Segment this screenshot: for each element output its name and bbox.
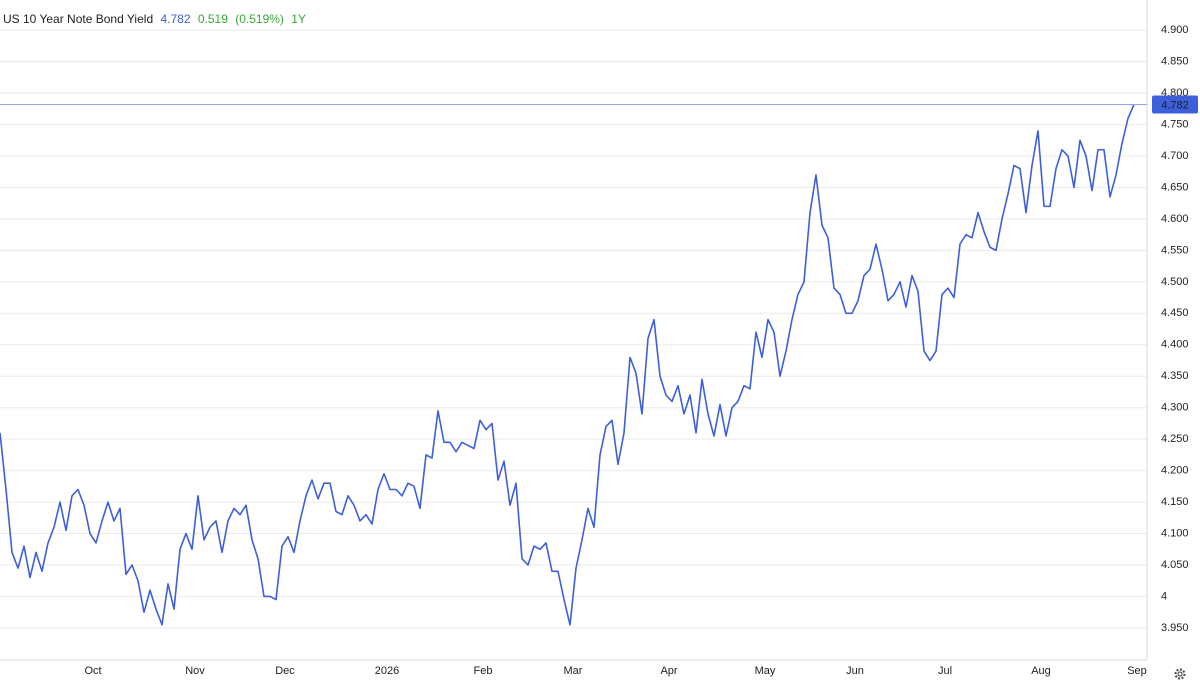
price-line bbox=[0, 104, 1135, 626]
x-tick-label: Mar bbox=[564, 665, 583, 677]
grid bbox=[0, 29, 1147, 629]
x-tick-label: 2026 bbox=[375, 665, 399, 677]
y-tick-label: 4.650 bbox=[1161, 181, 1189, 193]
y-tick-label: 4.450 bbox=[1161, 307, 1189, 319]
y-tick-label: 4.050 bbox=[1161, 559, 1189, 571]
chart-header: US 10 Year Note Bond Yield 4.782 0.519 (… bbox=[3, 12, 306, 26]
x-tick-label: May bbox=[755, 665, 776, 677]
x-tick-label: Nov bbox=[185, 665, 205, 677]
y-tick-label: 4.850 bbox=[1161, 56, 1189, 68]
y-tick-label: 4.600 bbox=[1161, 213, 1189, 225]
y-tick-label: 4 bbox=[1161, 590, 1167, 602]
settings-icon[interactable] bbox=[1174, 668, 1186, 680]
y-tick-label: 4.100 bbox=[1161, 527, 1189, 539]
x-tick-label: Sep bbox=[1127, 665, 1147, 677]
x-tick-label: Jun bbox=[846, 665, 864, 677]
x-tick-label: Jul bbox=[938, 665, 952, 677]
x-tick-label: Apr bbox=[660, 665, 677, 677]
x-tick-label: Aug bbox=[1031, 665, 1051, 677]
y-tick-label: 4.750 bbox=[1161, 118, 1189, 130]
change-value: 0.519 bbox=[198, 12, 228, 26]
y-tick-label: 4.400 bbox=[1161, 339, 1189, 351]
y-tick-label: 4.200 bbox=[1161, 465, 1189, 477]
y-tick-label: 4.350 bbox=[1161, 370, 1189, 382]
y-tick-label: 4.300 bbox=[1161, 402, 1189, 414]
last-price-badge bbox=[1152, 95, 1198, 114]
x-tick-label: Feb bbox=[474, 665, 493, 677]
x-tick-label: Oct bbox=[84, 665, 101, 677]
y-tick-label: 4.550 bbox=[1161, 244, 1189, 256]
y-tick-label: 3.950 bbox=[1161, 622, 1189, 634]
last-value: 4.782 bbox=[160, 12, 190, 26]
y-tick-label: 4.700 bbox=[1161, 150, 1189, 162]
y-tick-label: 4.150 bbox=[1161, 496, 1189, 508]
x-tick-label: Dec bbox=[275, 665, 295, 677]
gear-teeth bbox=[1174, 668, 1186, 680]
period: 1Y bbox=[291, 12, 306, 26]
change-percent: (0.519%) bbox=[235, 12, 284, 26]
y-tick-label: 4.250 bbox=[1161, 433, 1189, 445]
gear-hub bbox=[1177, 671, 1183, 677]
y-tick-label: 4.500 bbox=[1161, 276, 1189, 288]
y-tick-label: 4.900 bbox=[1161, 24, 1189, 36]
chart-title: US 10 Year Note Bond Yield bbox=[3, 12, 153, 26]
last-price-label: 4.782 bbox=[1161, 99, 1189, 111]
